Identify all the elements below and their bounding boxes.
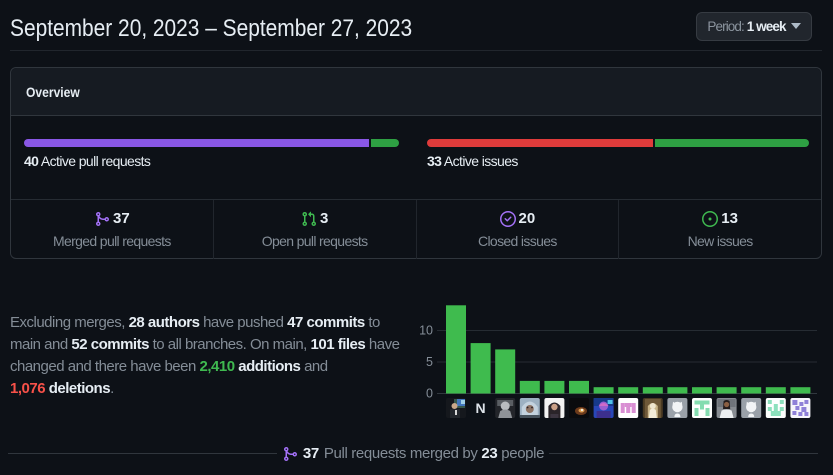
svg-text:0: 0 — [426, 387, 433, 401]
svg-text:5: 5 — [426, 355, 433, 369]
svg-text:N: N — [476, 400, 486, 416]
svg-text:10: 10 — [420, 324, 433, 338]
